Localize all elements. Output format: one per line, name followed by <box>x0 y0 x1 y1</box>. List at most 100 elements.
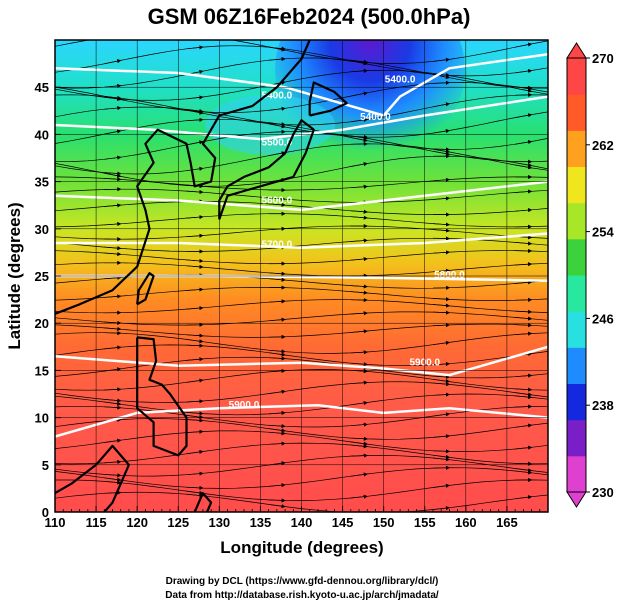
flow-arrow <box>515 241 533 246</box>
contour-label: 5500.0 <box>262 138 293 149</box>
flow-arrow <box>515 470 533 475</box>
flow-arrow <box>350 436 368 441</box>
flow-arrow <box>515 331 533 336</box>
flow-arrow <box>515 162 533 168</box>
flow-arrow <box>186 493 204 498</box>
x-tick-label: 165 <box>496 515 518 530</box>
colorbar-tick-label: 246 <box>592 311 614 326</box>
flow-arrow <box>268 129 286 134</box>
flow-arrow <box>268 106 286 111</box>
flow-arrow <box>515 394 533 400</box>
flow-arrow <box>515 164 533 170</box>
flow-arrow <box>350 134 368 140</box>
flow-arrow <box>350 68 368 73</box>
colorbar-swatch <box>567 130 586 167</box>
flow-arrow <box>515 423 533 428</box>
flow-arrow <box>515 392 533 397</box>
flow-arrow <box>268 151 286 157</box>
flow-arrow <box>186 215 204 220</box>
flow-arrow <box>350 329 368 334</box>
flow-arrow <box>104 96 122 101</box>
colorbar-swatch <box>567 58 586 95</box>
x-tick-label: 155 <box>414 515 436 530</box>
colorbar-tick-label: 270 <box>592 51 614 66</box>
flow-arrow <box>350 362 368 367</box>
flow-arrow <box>186 333 204 338</box>
flow-arrow <box>350 117 368 123</box>
flow-arrow <box>432 323 451 328</box>
flow-arrow <box>350 494 368 499</box>
flow-arrow <box>186 339 204 344</box>
flow-arrow <box>186 418 204 423</box>
flow-arrow <box>268 368 286 374</box>
flow-arrow <box>350 184 368 189</box>
flow-arrow <box>432 196 451 201</box>
x-tick-label: 130 <box>208 515 230 530</box>
flow-arrow <box>350 284 368 289</box>
flow-arrow <box>515 387 533 392</box>
flow-arrow <box>350 444 368 449</box>
y-tick-label: 40 <box>35 127 49 142</box>
flow-arrow <box>515 373 533 378</box>
flow-arrow <box>268 504 286 509</box>
flow-arrow <box>104 294 122 299</box>
flow-arrow <box>186 485 204 490</box>
flow-arrow <box>515 139 533 145</box>
flow-arrow <box>350 215 368 220</box>
flow-arrow <box>432 102 451 108</box>
flow-arrow <box>268 317 286 322</box>
flow-arrow <box>186 233 204 238</box>
flow-arrow <box>432 150 451 156</box>
colorbar-frame <box>566 57 587 493</box>
x-tick-label: 115 <box>86 515 107 530</box>
colorbar-lower-cap <box>566 491 587 508</box>
x-tick-label: 160 <box>455 515 477 530</box>
flow-arrow <box>186 95 204 100</box>
flow-arrow <box>104 320 122 325</box>
flow-arrow <box>104 459 122 465</box>
flow-arrow <box>186 471 204 476</box>
flow-arrow <box>350 400 368 406</box>
flow-arrow <box>350 238 368 243</box>
flow-arrow <box>104 155 122 160</box>
y-tick-label: 15 <box>35 363 49 378</box>
y-axis-title: Latitude (degrees) <box>5 202 24 349</box>
flow-arrow <box>515 68 533 74</box>
flow-arrow <box>186 45 204 50</box>
flow-arrow <box>186 357 204 362</box>
flow-arrow <box>432 457 451 462</box>
colorbar-swatch <box>567 311 586 348</box>
flow-arrow <box>104 480 122 485</box>
flow-arrow <box>515 495 533 500</box>
flow-arrow <box>104 177 122 182</box>
flow-arrow <box>350 137 368 143</box>
y-tick-label: 0 <box>42 505 49 520</box>
flow-arrow <box>350 209 368 214</box>
x-tick-label: 150 <box>373 515 395 530</box>
flow-arrow <box>268 122 286 127</box>
flow-arrow <box>432 250 451 255</box>
flow-arrow <box>186 305 204 311</box>
x-tick-label: 110 <box>45 515 66 530</box>
credit-line-1: Drawing by DCL (https://www.gfd-dennou.o… <box>166 576 439 587</box>
colorbar-upper-cap <box>566 42 587 59</box>
flow-arrow <box>432 128 451 134</box>
flow-arrow <box>104 105 122 111</box>
x-tick-label: 120 <box>126 515 148 530</box>
flow-arrow <box>432 381 451 387</box>
y-axis-ticks: 0 5 10 15 20 25 30 35 40 45 <box>35 80 61 520</box>
flow-arrow <box>268 483 286 488</box>
flow-arrow <box>350 472 368 477</box>
flow-arrow <box>186 287 204 292</box>
flow-arrow <box>186 166 204 172</box>
flow-arrow <box>432 434 451 439</box>
flow-arrow <box>268 299 286 304</box>
flow-arrow <box>186 109 204 114</box>
flow-arrow <box>268 428 286 433</box>
flow-arrow <box>515 42 533 48</box>
flow-arrow <box>268 46 286 52</box>
flow-arrow <box>350 162 368 167</box>
flow-arrow <box>350 453 368 458</box>
flow-arrow <box>432 268 451 273</box>
flow-arrow <box>515 87 533 93</box>
